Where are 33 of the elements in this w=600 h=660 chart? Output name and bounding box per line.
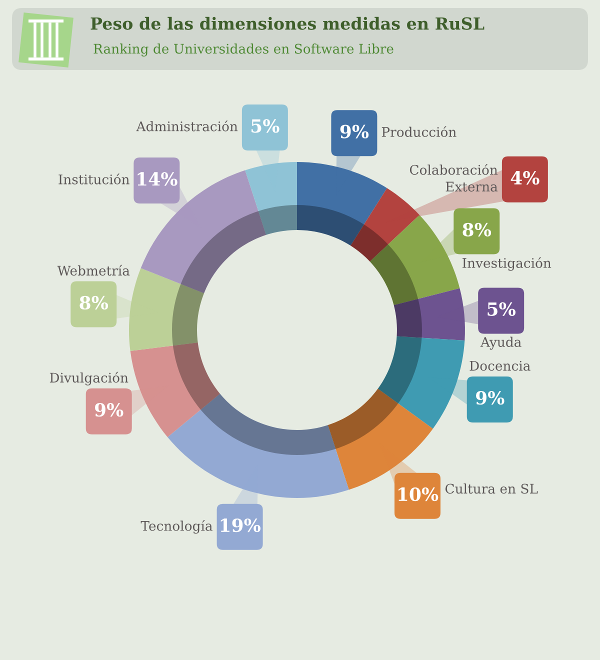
slice-label: Docencia [470, 360, 530, 371]
slice-label: Webmetría [57, 264, 130, 276]
donut-slice [394, 288, 465, 341]
slice-label: Ayuda [480, 336, 522, 350]
donut-slice [129, 268, 204, 352]
slice-label: Colaboración Externa [410, 164, 498, 192]
slice-label: Tecnología [140, 520, 212, 534]
data-label: 9% [94, 402, 124, 417]
data-label: 8% [462, 222, 492, 236]
donut-slice [130, 342, 220, 438]
data-label: 5% [488, 302, 516, 316]
slice-label: Divulgación [50, 372, 128, 386]
data-label: 14% [138, 172, 178, 186]
donut-slice [245, 162, 297, 235]
donut-slice [168, 394, 349, 498]
donut-slice [378, 336, 465, 429]
slice-label: Cultura en SL [445, 483, 538, 494]
slice-label: Producción [382, 126, 456, 137]
data-label: 19% [220, 518, 261, 532]
data-label: 8% [80, 296, 108, 310]
donut-slice [297, 162, 388, 246]
slice-label: Administración [136, 120, 238, 132]
chart-title: Peso de las dimensiones medidas en RuSL [90, 16, 484, 30]
slice-label: Institución [58, 174, 130, 184]
donut-slice [350, 188, 420, 262]
data-label: 9% [476, 391, 504, 405]
data-label: 5% [252, 119, 280, 133]
chart-subtitle: Ranking de Universidades en Software Libre [94, 44, 394, 56]
donut-slice [370, 214, 460, 306]
data-label: 9% [340, 124, 369, 138]
data-label: 4% [510, 170, 540, 185]
data-label: 10% [398, 487, 438, 502]
slice-label: Investigación [462, 257, 552, 271]
